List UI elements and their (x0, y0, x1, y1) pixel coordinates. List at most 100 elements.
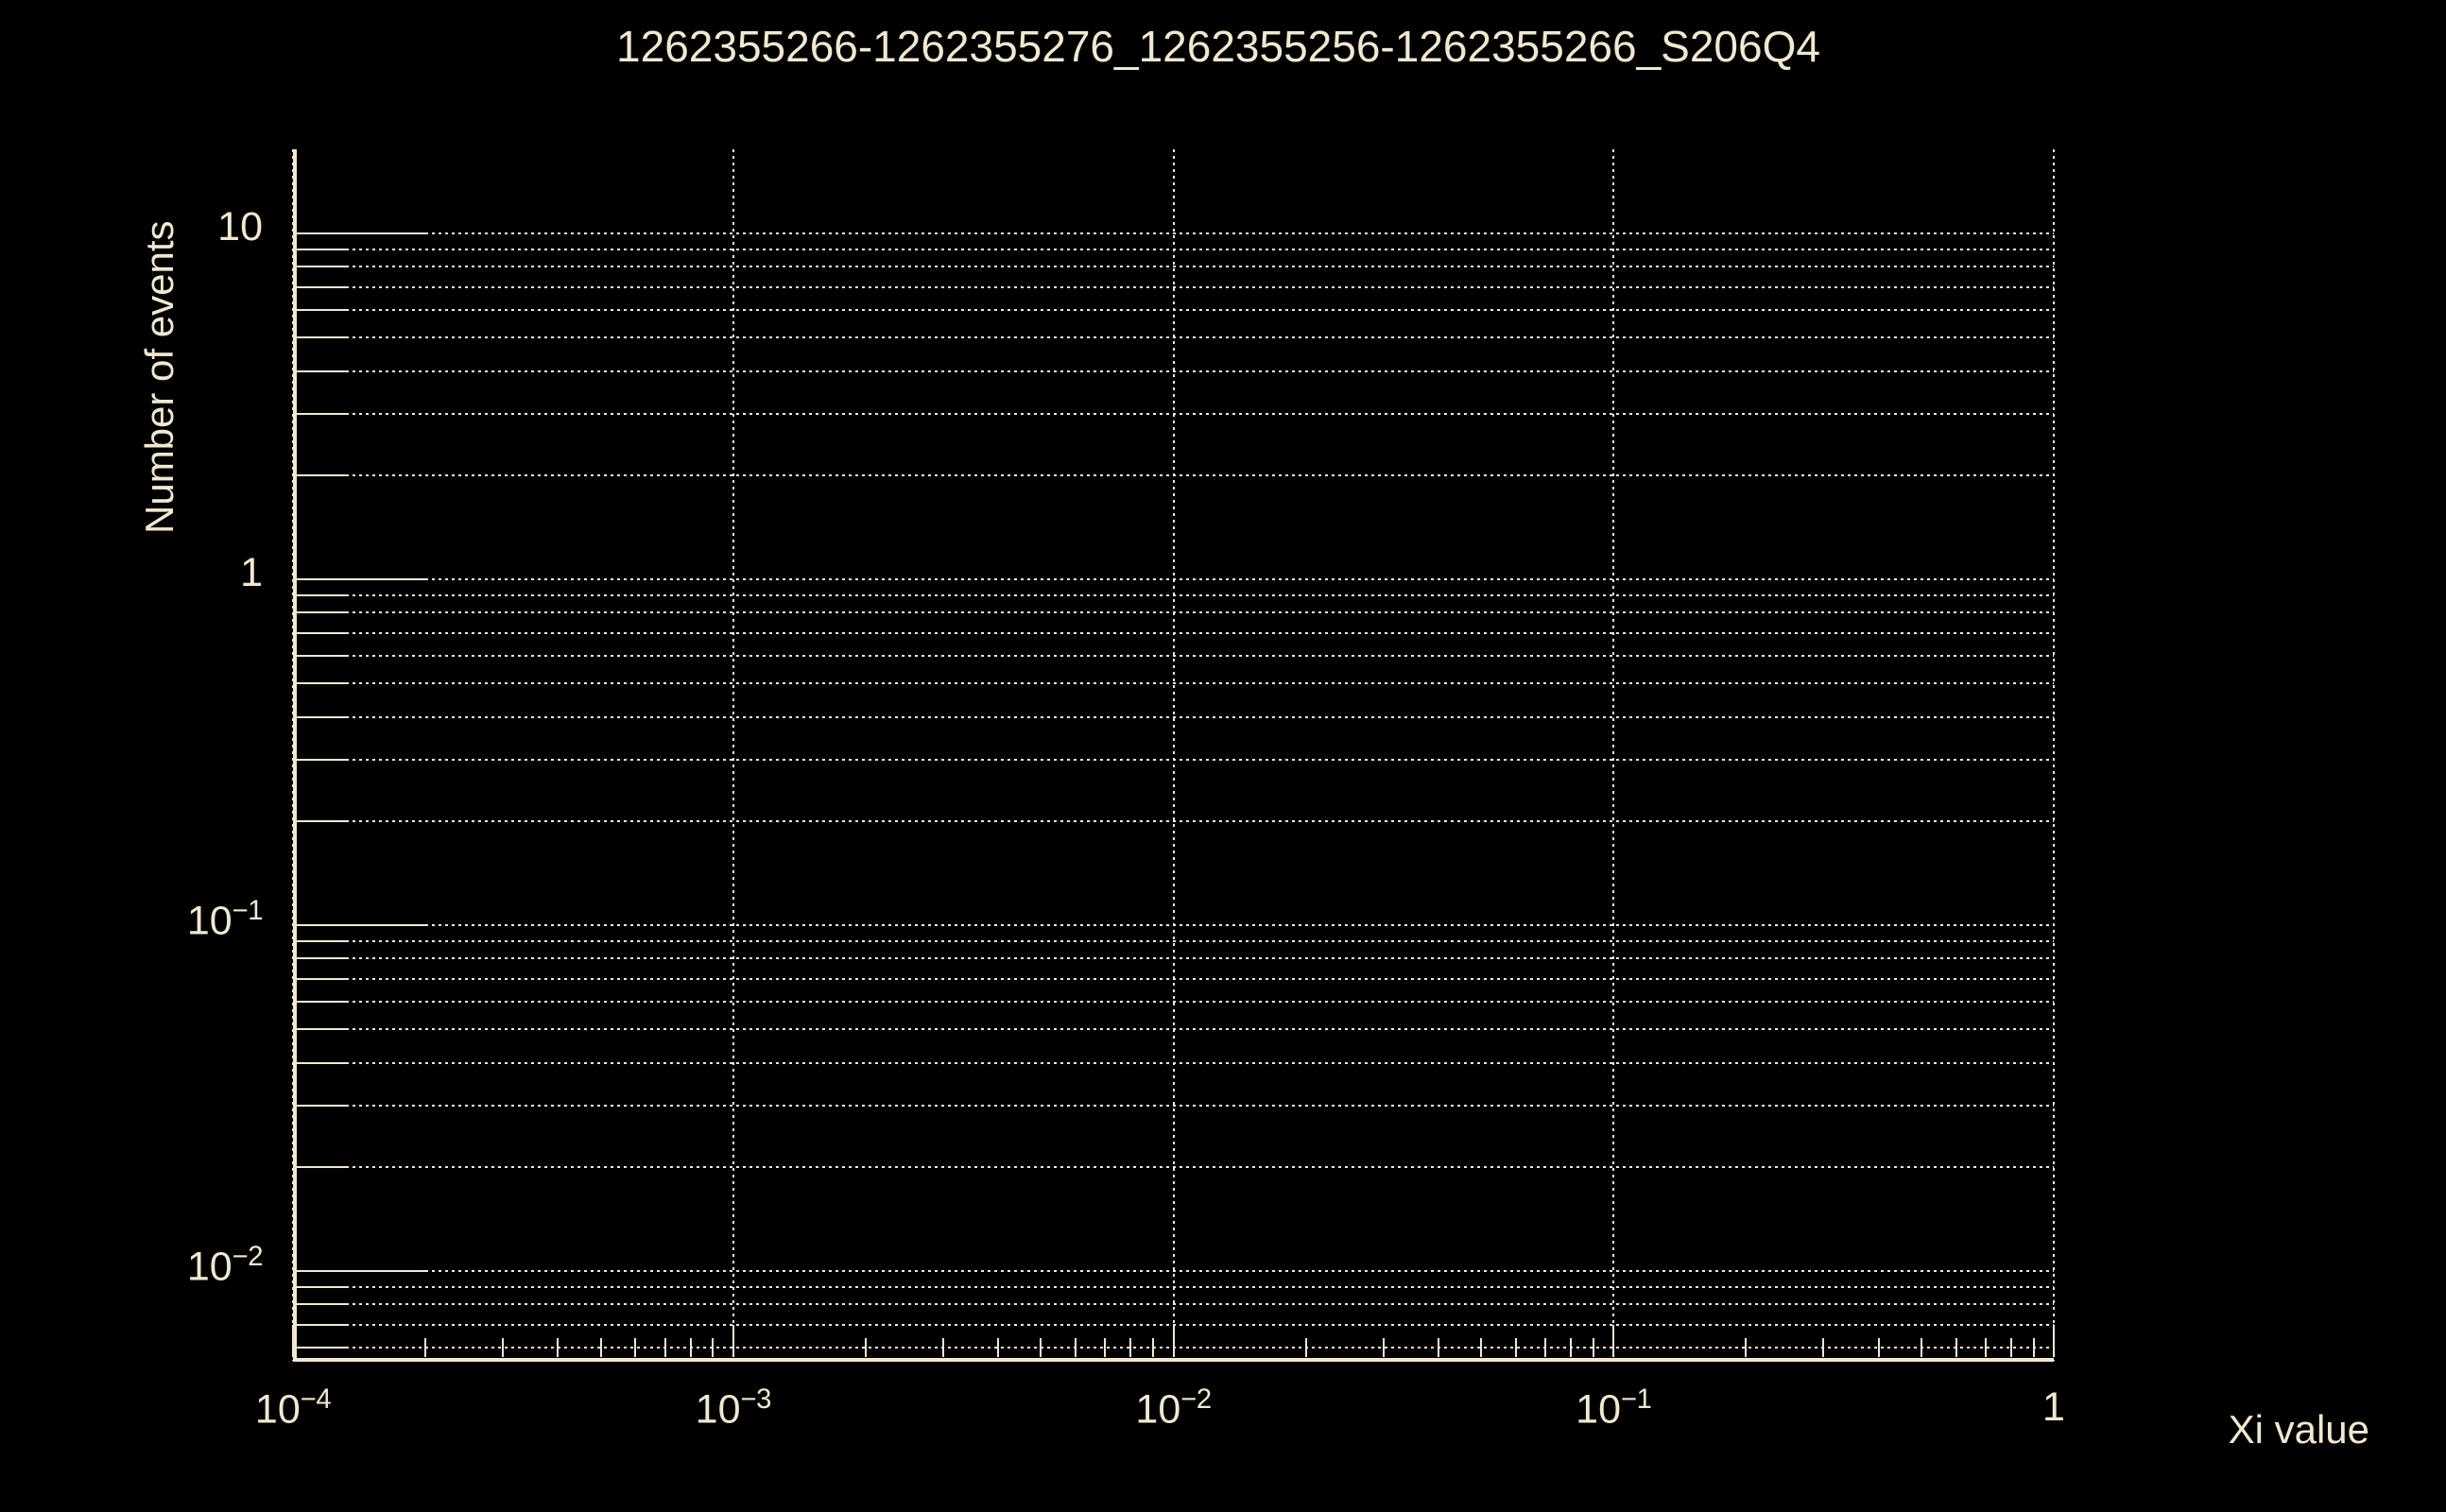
x-tick-label: 10−3 (695, 1384, 772, 1433)
x-tick-mark (1612, 1325, 1615, 1357)
y-tick-mark (297, 977, 316, 980)
y-tick-mark (297, 473, 316, 476)
grid-line-solid-lead (293, 957, 346, 960)
y-tick-label: 10 (217, 203, 263, 249)
x-tick-mark (712, 1338, 715, 1357)
y-tick-mark (297, 957, 316, 960)
y-tick-mark (297, 1347, 316, 1349)
grid-line-solid-lead (293, 977, 346, 980)
x-tick-mark (1480, 1338, 1483, 1357)
grid-line-solid-lead (293, 655, 346, 658)
y-tick-mark (297, 939, 316, 942)
x-tick-mark (2009, 1338, 2012, 1357)
y-tick-mark (297, 1165, 316, 1168)
grid-line-solid-lead (293, 1303, 346, 1306)
x-tick-mark (1955, 1338, 1957, 1357)
x-tick-label: 10−4 (254, 1384, 332, 1433)
x-tick-mark (864, 1338, 867, 1357)
y-tick-mark (297, 923, 329, 926)
x-tick-mark (1304, 1338, 1307, 1357)
x-tick-mark (1075, 1338, 1077, 1357)
x-tick-mark (424, 1338, 427, 1357)
grid-line-solid-lead (293, 715, 346, 718)
grid-line-solid-lead (293, 682, 346, 685)
x-tick-mark (502, 1338, 505, 1357)
y-tick-mark (297, 1285, 316, 1288)
x-tick-mark (663, 1338, 666, 1357)
y-tick-mark (297, 1323, 316, 1326)
y-tick-mark (297, 577, 329, 580)
x-tick-mark (1920, 1338, 1922, 1357)
y-tick-label: 10−2 (186, 1241, 264, 1290)
y-tick-mark (297, 759, 316, 762)
grid-line-solid-lead (293, 413, 346, 416)
grid-line-solid-lead (293, 759, 346, 762)
y-tick-label: 1 (240, 549, 263, 595)
y-tick-mark (297, 1001, 316, 1004)
x-tick-mark (1040, 1338, 1042, 1357)
grid-line-vertical (732, 149, 734, 1361)
grid-line-solid-lead (293, 1061, 346, 1064)
x-tick-mark (1984, 1338, 1987, 1357)
y-tick-mark (297, 1303, 316, 1306)
y-tick-label: 10−1 (186, 895, 264, 944)
x-axis-label: Xi value (2228, 1407, 2369, 1452)
grid-line-vertical (1172, 149, 1175, 1361)
grid-line-vertical (1612, 149, 1615, 1361)
grid-line-solid-lead (293, 1028, 346, 1031)
y-tick-mark (297, 369, 316, 372)
grid-line-solid-lead (293, 248, 346, 250)
x-tick-label: 10−2 (1135, 1384, 1212, 1433)
x-tick-mark (599, 1338, 602, 1357)
plot-frame (292, 149, 2055, 1362)
x-tick-mark (557, 1338, 560, 1357)
y-tick-mark (297, 715, 316, 718)
x-tick-mark (1514, 1338, 1517, 1357)
grid-line-solid-lead (293, 369, 346, 372)
x-tick-mark (1382, 1338, 1385, 1357)
grid-line-solid-lead (293, 473, 346, 476)
y-tick-mark (297, 248, 316, 250)
grid-line-solid-lead (293, 923, 425, 926)
x-tick-mark (1822, 1338, 1825, 1357)
x-tick-mark (1104, 1338, 1107, 1357)
grid-line-solid-lead (293, 309, 346, 312)
x-tick-mark (941, 1338, 944, 1357)
y-tick-mark (297, 336, 316, 339)
x-tick-mark (1745, 1338, 1748, 1357)
x-tick-mark (2032, 1338, 2035, 1357)
y-tick-mark (297, 1105, 316, 1108)
y-tick-mark (297, 631, 316, 634)
grid-line-solid-lead (293, 266, 346, 268)
grid-line-solid-lead (293, 611, 346, 614)
x-tick-mark (1437, 1338, 1439, 1357)
y-tick-mark (297, 309, 316, 312)
x-tick-mark (1129, 1338, 1132, 1357)
x-axis-line (293, 1358, 2054, 1362)
x-tick-mark (1544, 1338, 1547, 1357)
y-tick-mark (297, 266, 316, 268)
x-tick-mark (1877, 1338, 1880, 1357)
grid-line-solid-lead (293, 1347, 346, 1349)
grid-line-solid-lead (293, 336, 346, 339)
x-tick-mark (1172, 1325, 1175, 1357)
grid-line-solid-lead (293, 232, 425, 234)
y-tick-mark (297, 655, 316, 658)
grid-line-solid-lead (293, 285, 346, 288)
x-tick-mark (689, 1338, 692, 1357)
x-tick-mark (1152, 1338, 1155, 1357)
grid-line-solid-lead (293, 1165, 346, 1168)
x-tick-mark (1592, 1338, 1594, 1357)
grid-line-solid-lead (293, 593, 346, 596)
grid-line-vertical (2053, 149, 2055, 1361)
y-axis-label: Number of events (137, 220, 181, 535)
y-tick-mark (297, 611, 316, 614)
grid-line-solid-lead (293, 631, 346, 634)
grid-line-solid-lead (293, 1105, 346, 1108)
grid-line-solid-lead (293, 1323, 346, 1326)
x-tick-mark (634, 1338, 637, 1357)
y-tick-mark (297, 232, 329, 234)
grid-line-solid-lead (293, 939, 346, 942)
x-tick-label: 1 (2042, 1384, 2065, 1430)
